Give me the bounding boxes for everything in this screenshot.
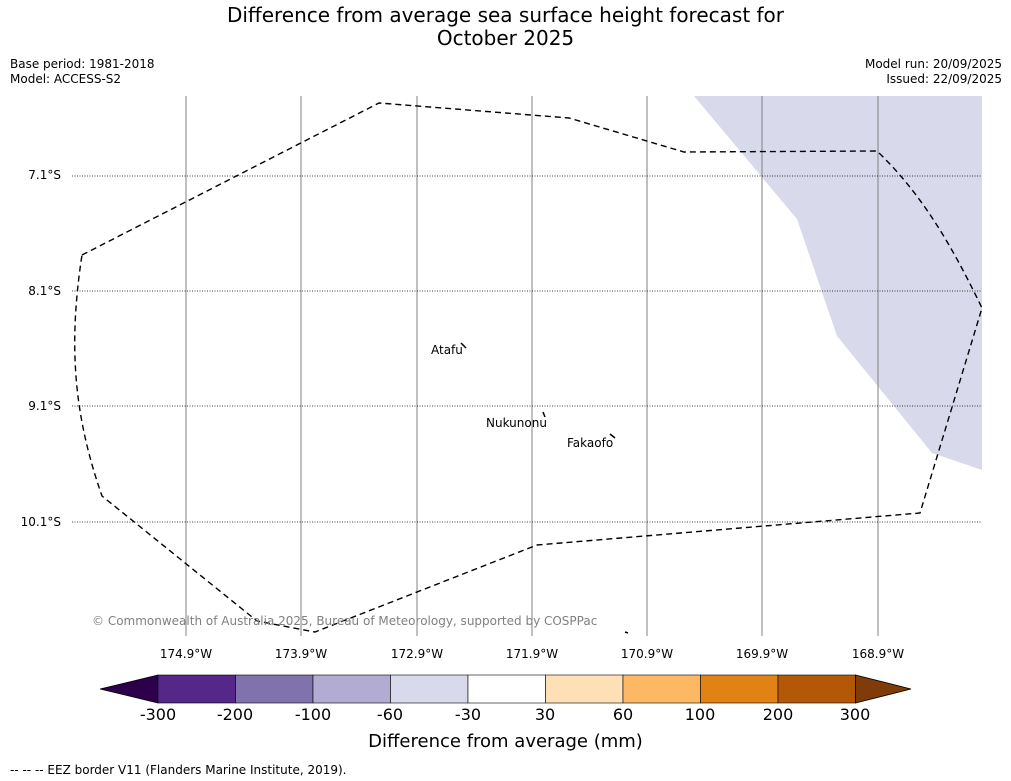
issued-date: Issued: 22/09/2025 <box>886 72 1002 86</box>
colorbar-segment-4 <box>390 674 469 704</box>
eez-border <box>74 102 982 633</box>
lon-label-171-9: 171.9°W <box>505 647 559 661</box>
colorbar-tick-8: 100 <box>684 705 716 724</box>
colorbar-tick-4: -60 <box>376 705 404 724</box>
copyright-notice: © Commonwealth of Australia 2025, Bureau… <box>92 614 598 628</box>
colorbar-tick-9: 200 <box>762 705 794 724</box>
nukunonu-island-icon <box>542 411 546 418</box>
anomaly-region <box>672 96 982 470</box>
run-info: Model run: 20/09/2025 Issued: 22/09/2025 <box>865 57 1002 87</box>
fakaofo-island-icon <box>609 433 616 439</box>
colorbar-tick-3: -100 <box>294 705 332 724</box>
colorbar-min-extension <box>100 674 159 704</box>
colorbar-segment-1 <box>157 674 236 704</box>
lat-label-10-1: 10.1°S <box>20 515 61 529</box>
longitude-gridlines <box>185 96 879 636</box>
lat-label-9-1: 9.1°S <box>28 399 61 413</box>
lon-label-169-9: 169.9°W <box>735 647 789 661</box>
colorbar <box>100 674 912 704</box>
lon-label-172-9: 172.9°W <box>390 647 444 661</box>
base-period: Base period: 1981-2018 <box>10 57 155 71</box>
colorbar-tick-7: 60 <box>612 705 634 724</box>
place-label-fakaofo: Fakaofo <box>567 436 614 450</box>
title-line-2: October 2025 <box>436 26 575 50</box>
place-label-atafu: Atafu <box>431 343 463 357</box>
latitude-gridlines <box>72 175 982 523</box>
colorbar-tick-2: -200 <box>216 705 254 724</box>
colorbar-segment-2 <box>235 674 314 704</box>
colorbar-segment-7 <box>622 674 701 704</box>
chart-title: Difference from average sea surface heig… <box>0 4 1011 50</box>
colorbar-tick-6: 30 <box>534 705 556 724</box>
lon-label-173-9: 173.9°W <box>274 647 328 661</box>
atafu-island-icon <box>460 342 467 349</box>
swains-island-icon <box>624 631 629 634</box>
model-run: Model run: 20/09/2025 <box>864 57 1002 71</box>
colorbar-label: Difference from average (mm) <box>368 731 643 752</box>
lat-label-7-1: 7.1°S <box>28 168 61 182</box>
model-info: Base period: 1981-2018 Model: ACCESS-S2 <box>10 57 155 87</box>
title-line-1: Difference from average sea surface heig… <box>226 3 785 27</box>
colorbar-segment-3 <box>312 674 391 704</box>
model-name: Model: ACCESS-S2 <box>10 72 122 86</box>
colorbar-tick-10: 300 <box>839 705 871 724</box>
map-canvas <box>72 96 982 636</box>
colorbar-segment-6 <box>545 674 624 704</box>
lon-label-174-9: 174.9°W <box>159 647 213 661</box>
lon-label-170-9: 170.9°W <box>620 647 674 661</box>
colorbar-segment-8 <box>700 674 779 704</box>
lat-label-8-1: 8.1°S <box>28 284 61 298</box>
map-panel <box>72 96 982 636</box>
colorbar-tick-5: -30 <box>454 705 482 724</box>
eez-legend: -- -- -- EEZ border V11 (Flanders Marine… <box>10 763 347 777</box>
colorbar-max-extension <box>855 674 912 704</box>
place-label-nukunonu: Nukunonu <box>486 416 547 430</box>
colorbar-segment-5 <box>467 674 546 704</box>
lon-label-168-9: 168.9°W <box>851 647 905 661</box>
colorbar-tick-1: -300 <box>139 705 177 724</box>
colorbar-segment-9 <box>777 674 856 704</box>
